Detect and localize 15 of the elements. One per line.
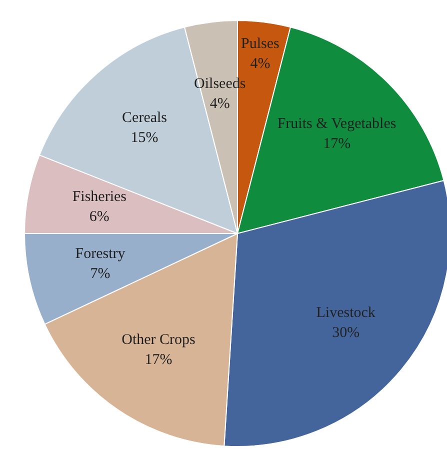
slice-label: Forestry bbox=[75, 246, 126, 262]
data-label: 4% bbox=[250, 56, 270, 72]
data-label: 15% bbox=[130, 130, 158, 146]
slice-label: Fisheries bbox=[72, 189, 127, 206]
data-label: 30% bbox=[332, 325, 360, 342]
slice-label: Cereals bbox=[122, 110, 168, 126]
data-label: 6% bbox=[89, 209, 110, 226]
slice-label: Livestock bbox=[316, 305, 376, 322]
data-label: 17% bbox=[323, 136, 351, 152]
slice-label: Other Crops bbox=[122, 332, 196, 348]
slice-label: Pulses bbox=[241, 36, 280, 52]
data-label: 4% bbox=[210, 96, 230, 112]
data-label: 7% bbox=[90, 266, 110, 282]
data-label: 17% bbox=[144, 352, 172, 368]
slice-label: Fruits & Vegetables bbox=[277, 116, 396, 132]
